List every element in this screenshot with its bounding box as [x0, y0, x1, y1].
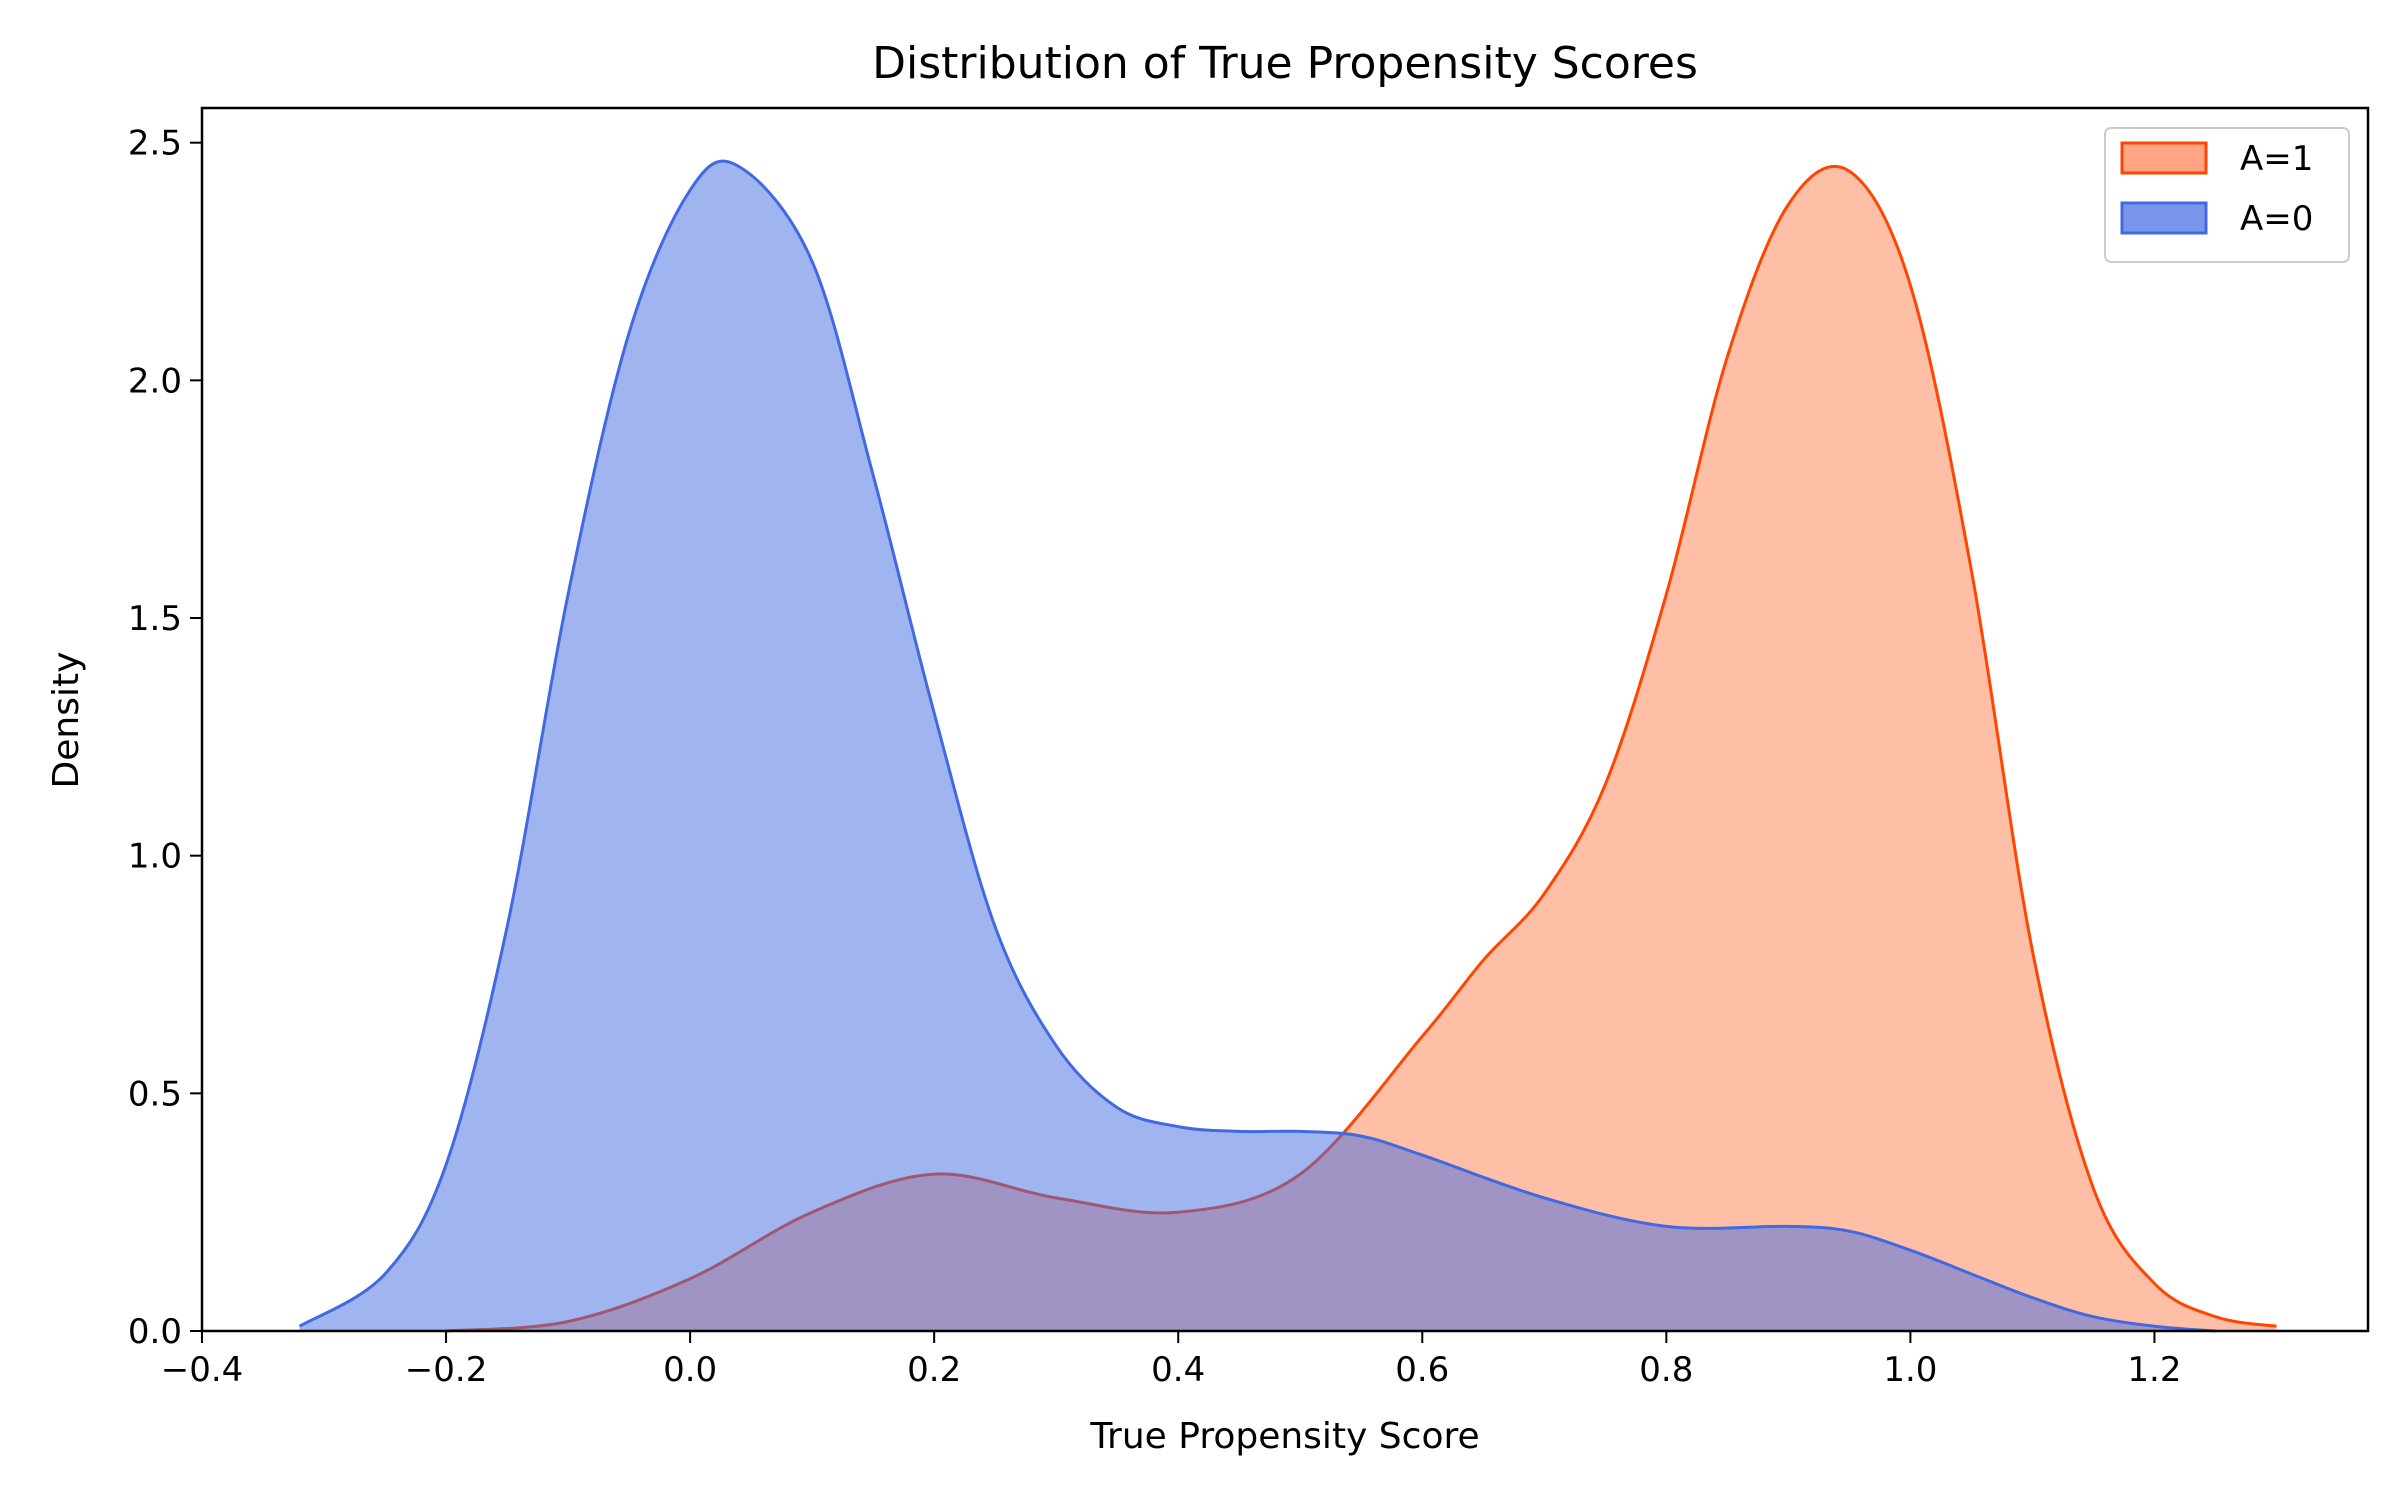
legend-label-a-1: A=1 [2240, 139, 2313, 179]
x-tick-label: 0.4 [1151, 1350, 1205, 1390]
x-tick-label: 0.8 [1639, 1350, 1693, 1390]
x-tick-label: 0.6 [1395, 1350, 1449, 1390]
legend-swatch-a-1 [2120, 141, 2208, 175]
legend: A=1 A=0 [2104, 127, 2350, 263]
y-tick-label: 1.0 [128, 837, 182, 877]
legend-label-a-0: A=0 [2240, 199, 2313, 239]
y-tick-label: 2.0 [128, 361, 182, 401]
y-axis-label: Density [46, 652, 87, 789]
x-tick-label: −0.2 [405, 1350, 488, 1390]
series-a-0-line [298, 159, 2216, 1333]
x-tick-label: −0.4 [161, 1350, 244, 1390]
series-a-0-area [299, 161, 2216, 1331]
series-a-1-area [446, 166, 2277, 1331]
chart-title: Distribution of True Propensity Scores [872, 38, 1698, 89]
y-tick-label: 0.5 [128, 1074, 182, 1114]
x-tick-label: 0.0 [663, 1350, 717, 1390]
series-layer [298, 159, 2277, 1333]
legend-swatch-a-0 [2120, 201, 2208, 235]
y-tick-label: 0.0 [128, 1312, 182, 1352]
y-tick-label: 1.5 [128, 599, 182, 639]
x-tick-label: 1.2 [2127, 1350, 2181, 1390]
y-axis-ticks: 0.0 0.5 1.0 1.5 2.0 2.5 [128, 124, 202, 1352]
x-tick-label: 0.2 [907, 1350, 961, 1390]
x-axis-label: True Propensity Score [1089, 1416, 1479, 1457]
plot-frame [200, 106, 2370, 1333]
x-tick-label: 1.0 [1883, 1350, 1937, 1390]
y-tick-label: 2.5 [128, 124, 182, 164]
x-axis-ticks: −0.4 −0.2 0.0 0.2 0.4 0.6 0.8 1.0 1.2 [161, 1331, 2181, 1390]
